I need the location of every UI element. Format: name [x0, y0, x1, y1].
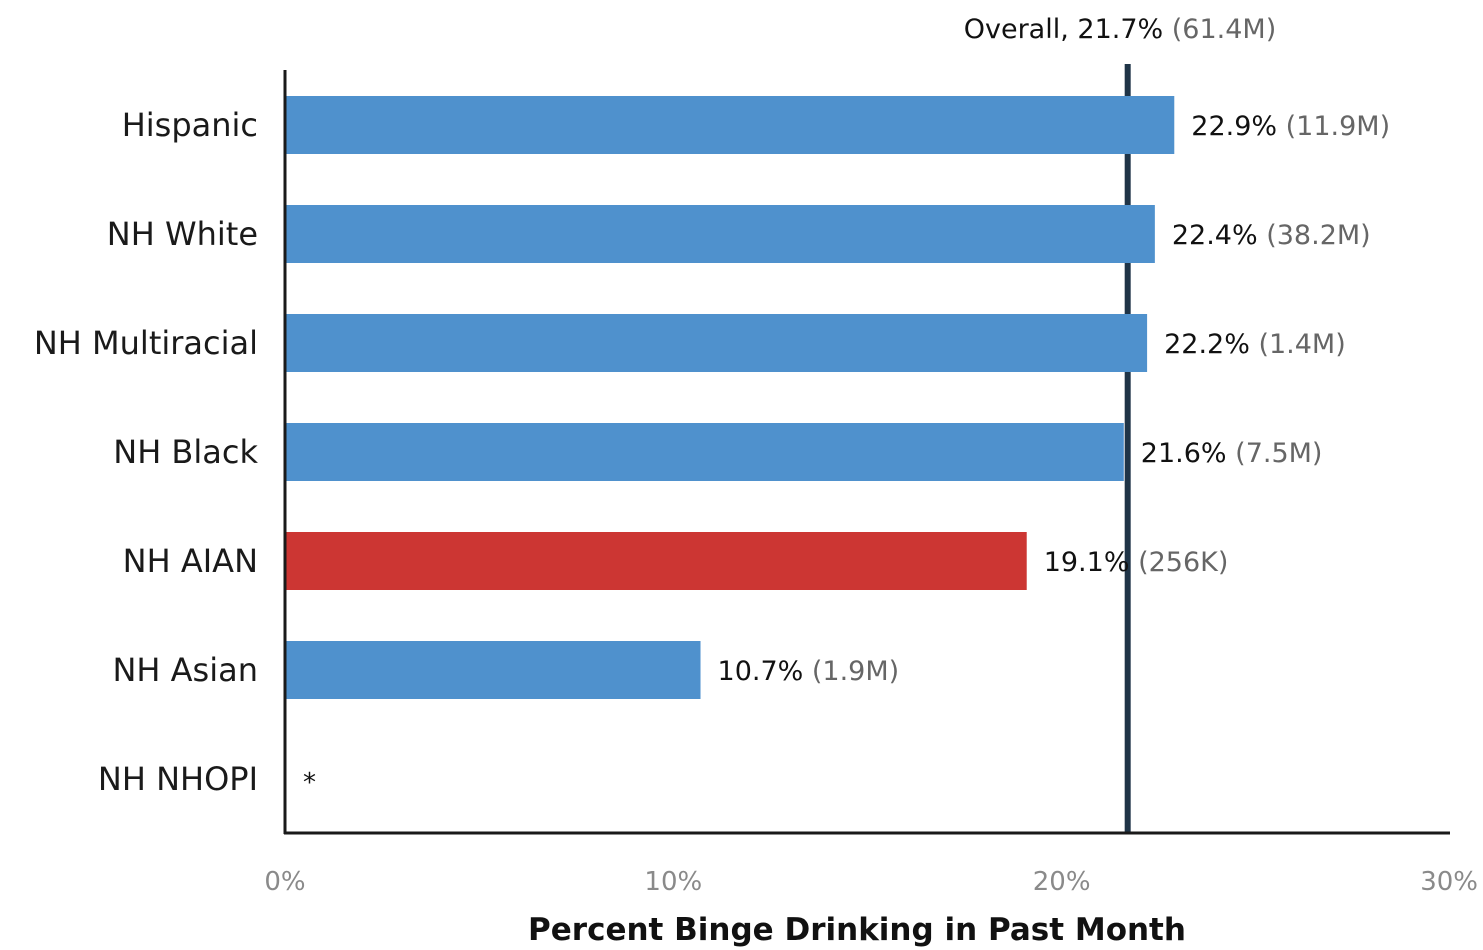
- value-label-nh-black: 21.6% (7.5M): [1141, 438, 1323, 469]
- overall-reference-value: Overall, 21.7%: [964, 14, 1163, 45]
- category-label-nh-asian: NH Asian: [112, 651, 258, 689]
- bar-nh-black: [285, 423, 1124, 481]
- category-label-nh-multiracial: NH Multiracial: [34, 324, 258, 362]
- x-tick-label-1: 10%: [644, 867, 702, 897]
- value-label-nh-aian: 19.1% (256K): [1044, 547, 1229, 578]
- bars-group: [285, 96, 1175, 699]
- x-axis-title: Percent Binge Drinking in Past Month: [528, 912, 1186, 948]
- bar-nh-white: [285, 205, 1155, 263]
- suppressed-marker-nh-nhopi: *: [303, 768, 316, 798]
- value-percent-nh-white: 22.4%: [1172, 220, 1258, 251]
- bar-hispanic: [285, 96, 1175, 154]
- category-label-nh-aian: NH AIAN: [123, 542, 258, 580]
- value-label-nh-white: 22.4% (38.2M): [1172, 220, 1371, 251]
- value-count-nh-black: (7.5M): [1227, 438, 1323, 469]
- value-percent-nh-asian: 10.7%: [718, 656, 804, 687]
- category-label-nh-nhopi: NH NHOPI: [98, 760, 258, 798]
- x-tick-label-0: 0%: [264, 867, 305, 897]
- value-percent-hispanic: 22.9%: [1191, 111, 1277, 142]
- value-percent-nh-multiracial: 22.2%: [1164, 329, 1250, 360]
- value-count-nh-multiracial: (1.4M): [1250, 329, 1346, 360]
- category-labels-group: Hispanic 22.9% (11.9M) NH White 22.4% (38.2…: [34, 106, 1390, 798]
- value-percent-nh-black: 21.6%: [1141, 438, 1227, 469]
- category-label-hispanic: Hispanic: [122, 106, 258, 144]
- bar-nh-multiracial: [285, 314, 1148, 372]
- reference-line-group: Overall, 21.7% (61.4M): [964, 14, 1277, 833]
- value-count-hispanic: (11.9M): [1277, 111, 1390, 142]
- x-tick-label-2: 20%: [1033, 867, 1091, 897]
- value-label-nh-multiracial: 22.2% (1.4M): [1164, 329, 1346, 360]
- category-label-nh-white: NH White: [107, 215, 258, 253]
- bar-nh-aian: [285, 532, 1027, 590]
- value-percent-nh-aian: 19.1%: [1044, 547, 1130, 578]
- overall-reference-label: Overall, 21.7% (61.4M): [964, 14, 1277, 45]
- x-tick-label-3: 30%: [1420, 867, 1478, 897]
- value-label-nh-asian: 10.7% (1.9M): [718, 656, 900, 687]
- value-count-nh-white: (38.2M): [1258, 220, 1371, 251]
- overall-reference-count: (61.4M): [1172, 14, 1276, 45]
- category-label-nh-black: NH Black: [113, 433, 258, 471]
- x-tick-labels-group: 0% 10% 20% 30%: [264, 867, 1478, 897]
- value-count-nh-asian: (1.9M): [803, 656, 899, 687]
- axes-group: [283, 70, 1450, 835]
- value-count-nh-aian: (256K): [1129, 547, 1228, 578]
- value-label-hispanic: 22.9% (11.9M): [1191, 111, 1390, 142]
- bar-nh-asian: [285, 641, 701, 699]
